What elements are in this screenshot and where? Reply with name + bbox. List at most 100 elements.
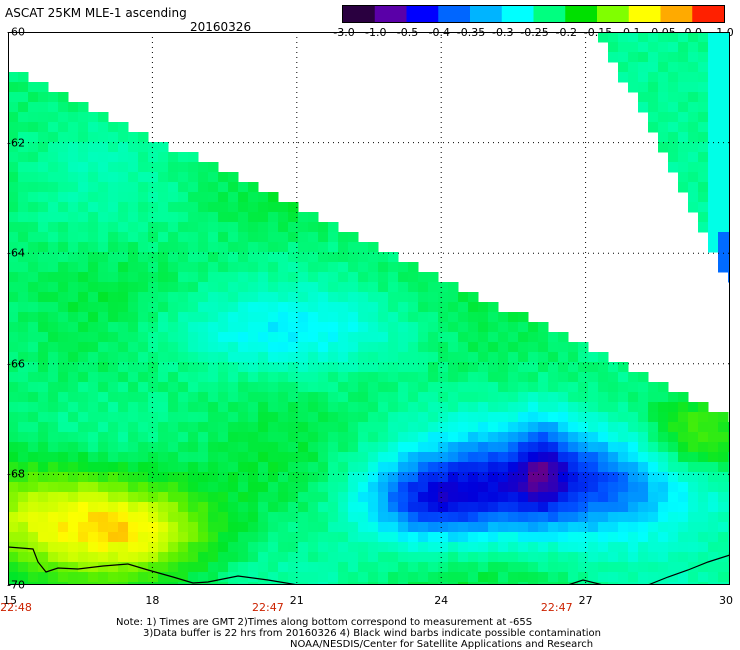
swath-cell	[488, 492, 499, 503]
swath-cell	[448, 292, 459, 303]
swath-cell	[638, 462, 649, 473]
swath-cell	[688, 432, 699, 443]
swath-cell	[528, 342, 539, 353]
swath-cell	[678, 422, 689, 433]
swath-cell	[128, 422, 139, 433]
swath-cell	[618, 452, 629, 463]
swath-cell	[88, 382, 99, 393]
swath-cell	[178, 422, 189, 433]
swath-cell	[48, 332, 59, 343]
swath-cell	[408, 422, 419, 433]
swath-cell	[118, 162, 129, 173]
swath-cell	[198, 402, 209, 413]
swath-cell	[688, 582, 699, 585]
swath-cell	[78, 382, 89, 393]
swath-cell	[158, 272, 169, 283]
swath-cell	[528, 472, 539, 483]
swath-cell	[668, 552, 679, 563]
swath-cell	[58, 112, 69, 123]
swath-cell	[198, 382, 209, 393]
swath-cell	[378, 502, 389, 513]
swath-cell	[8, 342, 19, 353]
swath-cell	[588, 522, 599, 533]
swath-cell	[598, 572, 609, 583]
swath-cell	[688, 82, 699, 93]
swath-cell	[488, 422, 499, 433]
swath-cell	[598, 32, 609, 43]
swath-cell	[308, 482, 319, 493]
swath-cell	[18, 372, 29, 383]
swath-cell	[458, 562, 469, 573]
swath-cell	[68, 542, 79, 553]
swath-cell	[408, 282, 419, 293]
swath-cell	[138, 562, 149, 573]
swath-cell	[118, 142, 129, 153]
swath-cell	[148, 182, 159, 193]
swath-cell	[38, 262, 49, 273]
swath-cell	[98, 232, 109, 243]
swath-cell	[548, 582, 559, 585]
swath-cell	[178, 482, 189, 493]
swath-cell	[708, 242, 719, 253]
swath-cell	[168, 532, 179, 543]
swath-cell	[518, 332, 529, 343]
swath-cell	[208, 242, 219, 253]
swath-cell	[338, 302, 349, 313]
swath-cell	[138, 392, 149, 403]
swath-cell	[658, 512, 669, 523]
swath-cell	[338, 292, 349, 303]
swath-cell	[98, 132, 109, 143]
swath-cell	[418, 432, 429, 443]
swath-cell	[378, 372, 389, 383]
swath-cell	[718, 52, 729, 63]
swath-cell	[638, 572, 649, 583]
swath-cell	[88, 322, 99, 333]
swath-cell	[218, 362, 229, 373]
swath-cell	[148, 142, 159, 153]
swath-cell	[68, 172, 79, 183]
swath-cell	[178, 552, 189, 563]
swath-cell	[78, 402, 89, 413]
swath-cell	[448, 422, 459, 433]
swath-cell	[108, 492, 119, 503]
swath-cell	[68, 112, 79, 123]
swath-cell	[258, 502, 269, 513]
swath-cell	[188, 472, 199, 483]
swath-cell	[318, 572, 329, 583]
swath-cell	[708, 582, 719, 585]
swath-cell	[488, 572, 499, 583]
swath-cell	[618, 562, 629, 573]
swath-cell	[168, 152, 179, 163]
swath-cell	[228, 192, 239, 203]
swath-cell	[498, 502, 509, 513]
swath-cell	[678, 442, 689, 453]
swath-cell	[548, 442, 559, 453]
swath-cell	[78, 222, 89, 233]
swath-cell	[468, 522, 479, 533]
swath-cell	[308, 452, 319, 463]
swath-cell	[418, 382, 429, 393]
swath-cell	[428, 272, 439, 283]
swath-cell	[478, 352, 489, 363]
swath-cell	[168, 552, 179, 563]
swath-cell	[28, 562, 39, 573]
swath-cell	[678, 562, 689, 573]
swath-cell	[628, 472, 639, 483]
swath-cell	[648, 482, 659, 493]
swath-cell	[338, 282, 349, 293]
swath-cell	[368, 432, 379, 443]
swath-cell	[428, 432, 439, 443]
swath-cell	[248, 392, 259, 403]
swath-cell	[248, 382, 259, 393]
swath-cell	[78, 542, 89, 553]
swath-cell	[118, 552, 129, 563]
swath-cell	[98, 492, 109, 503]
swath-cell	[58, 492, 69, 503]
swath-cell	[218, 272, 229, 283]
swath-cell	[378, 482, 389, 493]
swath-cell	[118, 312, 129, 323]
swath-cell	[708, 112, 719, 123]
swath-cell	[128, 472, 139, 483]
swath-cell	[328, 222, 339, 233]
swath-cell	[478, 372, 489, 383]
